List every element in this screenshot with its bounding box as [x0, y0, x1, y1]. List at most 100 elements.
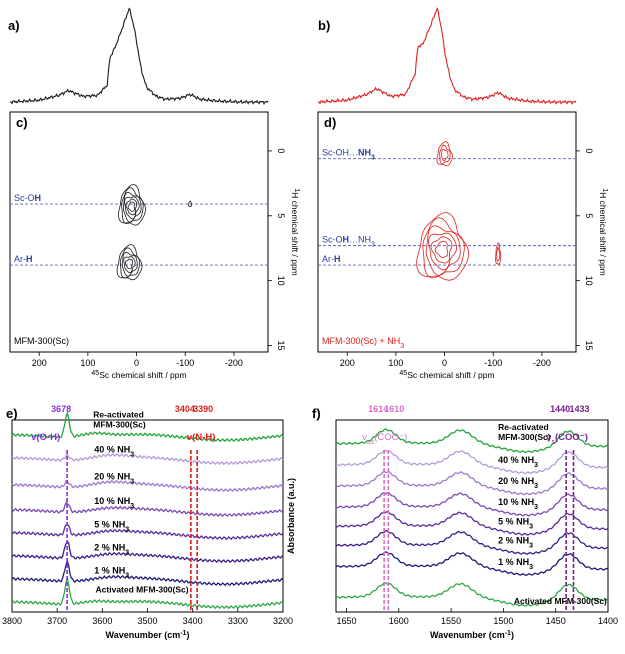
x-tick-label: 3500: [137, 616, 157, 626]
guide-label: Sc-OH: [14, 193, 41, 203]
contour-line: [121, 187, 144, 225]
series-label: 5 % NH3: [498, 516, 533, 530]
x-axis-label: Wavenumber (cm-1): [430, 630, 514, 641]
y-tick-label: 5: [276, 213, 286, 218]
x-tick-label: 3300: [228, 616, 248, 626]
series-line: [335, 551, 609, 576]
series-line: [11, 559, 284, 587]
panel-f-label: f): [312, 406, 321, 421]
series-label: 2 % NH3: [498, 536, 533, 550]
series-line: [335, 470, 609, 496]
series-label: 1 % NH3: [94, 565, 129, 579]
x-tick-label: 1400: [598, 616, 618, 626]
sample-label: MFM-300(Sc): [14, 336, 69, 346]
y-axis-label: Absorbance (a.u.): [286, 478, 296, 554]
contour-line: [434, 241, 449, 258]
contour-line: [416, 212, 470, 281]
sample-label: MFM-300(Sc) + NH3: [322, 336, 404, 350]
contour-line: [422, 217, 465, 279]
guide-label: Sc-OH…NH3: [322, 235, 375, 249]
panel-a-label: a): [8, 18, 20, 33]
y-tick-label: 15: [276, 341, 286, 351]
x-tick-label: 1600: [389, 616, 409, 626]
x-tick-label: 1550: [441, 616, 461, 626]
contour-line: [124, 196, 140, 220]
plot-frame: [317, 111, 577, 353]
contour-line: [441, 149, 449, 162]
x-axis-label: 45Sc chemical shift / ppm: [91, 370, 186, 381]
x-tick-label: -100: [484, 358, 502, 368]
x-tick-label: 3800: [2, 616, 22, 626]
band-assignment-label: ν(O-H): [31, 432, 60, 443]
y-tick-label: 5: [584, 213, 594, 218]
x-tick-label: -200: [225, 358, 243, 368]
panel-c-label: c): [16, 115, 28, 130]
marker-label: 1440: [550, 404, 570, 414]
y-tick-label: 0: [584, 148, 594, 153]
x-tick-label: 3400: [183, 616, 203, 626]
contour-line: [495, 242, 502, 266]
y-tick-label: 0: [276, 148, 286, 153]
series-line: [335, 428, 609, 454]
series-label: 2 % NH3: [94, 542, 129, 556]
band-assignment-label: νs(COO⁻): [546, 432, 588, 446]
series-line: [11, 540, 284, 564]
series-label: 10 % NH3: [94, 496, 134, 510]
series-line: [11, 479, 284, 493]
y-axis-label: 1H chemical shift / ppm: [290, 188, 301, 276]
series-label: 40 % NH3: [498, 455, 538, 469]
series-line: [336, 511, 609, 536]
y-tick-label: 10: [584, 276, 594, 286]
x-tick-label: -200: [533, 358, 551, 368]
band-assignment-label: ν(N-H): [187, 432, 216, 443]
series-label: Activated MFM-300(Sc): [96, 584, 189, 594]
guide-label: Ar-H: [14, 254, 33, 264]
contour-line: [127, 201, 136, 212]
contour-line: [118, 184, 146, 226]
series-label: 1 % NH3: [498, 557, 533, 571]
x-tick-label: 3200: [273, 616, 293, 626]
marker-label: 3678: [51, 404, 71, 414]
projection-trace: [317, 7, 577, 106]
panel-e-label: e): [6, 406, 18, 421]
contour-line: [428, 232, 458, 271]
y-tick-label: 10: [276, 276, 286, 286]
y-tick-label: 15: [584, 341, 594, 351]
contour-line: [430, 236, 453, 264]
panel-c-nmr: Sc-OH Ar-H 200 100 0 -100 -200 0 5 10 15 45Sc chemi…: [9, 7, 301, 381]
marker-label: 1614: [368, 404, 388, 414]
series-label: 20 % NH3: [94, 471, 134, 485]
x-tick-label: 1500: [493, 616, 513, 626]
contour-line: [425, 225, 461, 276]
panel-e-ir: Re-activated MFM-300(Sc) 40 % NH3 20 % NH3 1…: [2, 404, 293, 640]
series-line: [335, 491, 609, 517]
marker-label: 3404: [175, 404, 195, 414]
band-assignment-label: νas(COO⁻): [362, 432, 407, 446]
series-line: [11, 524, 284, 541]
marker-label: 1610: [384, 404, 404, 414]
series-line: [335, 529, 609, 555]
x-tick-label: 0: [134, 358, 139, 368]
series-label: 10 % NH3: [498, 497, 538, 511]
x-axis-label: Wavenumber (cm-1): [106, 630, 190, 641]
panel-d-label: d): [324, 115, 336, 130]
contour-line: [116, 244, 143, 281]
contour-line: [496, 246, 501, 262]
series-line: [12, 576, 284, 610]
series-line: [11, 453, 284, 466]
contour-line: [119, 247, 141, 279]
series-label: 40 % NH3: [94, 444, 134, 458]
marker-label: 1433: [569, 404, 589, 414]
contour-line: [123, 256, 136, 274]
x-tick-label: 200: [32, 358, 47, 368]
series-label: 20 % NH3: [498, 476, 538, 490]
guide-label: Ar-H: [322, 254, 341, 264]
x-tick-label: 1450: [546, 616, 566, 626]
x-tick-label: 1650: [336, 616, 356, 626]
contour-line: [124, 258, 134, 270]
x-axis-label: 45Sc chemical shift / ppm: [399, 370, 494, 381]
x-tick-label: 100: [80, 358, 95, 368]
series-label: Re-activated MFM-300(Sc): [93, 409, 146, 429]
